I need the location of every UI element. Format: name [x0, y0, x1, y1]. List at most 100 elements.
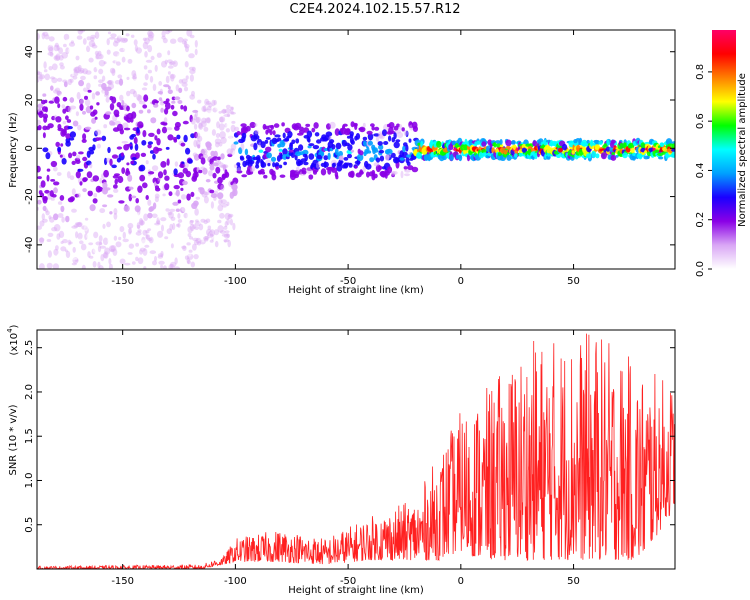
spectrogram-cell	[220, 199, 227, 205]
spectrogram-cell	[90, 36, 95, 42]
spectrogram-cell	[200, 99, 207, 107]
spectrogram-cell	[37, 176, 42, 180]
colorbar-label: Normalized spectral amplitude	[737, 73, 748, 227]
spectrogram-cell	[215, 133, 220, 138]
spectrogram-cell	[88, 57, 94, 63]
spectrogram-cell	[186, 193, 191, 201]
spectrogram-cell	[304, 154, 309, 162]
spectrogram-cell	[101, 75, 106, 82]
spectrogram-cell	[106, 81, 113, 84]
spectrogram-cell	[51, 115, 56, 121]
spectrogram-cell	[82, 87, 90, 92]
snr-scale-prefix: (x10	[9, 333, 20, 356]
spectrogram-cell	[74, 193, 80, 198]
spectrogram-cell	[82, 156, 88, 162]
spectrogram-cell	[223, 114, 230, 117]
snr-x-tick-label: -150	[111, 576, 134, 587]
spectrogram-cell	[230, 148, 236, 156]
spectrogram-cell	[94, 255, 101, 262]
spectrogram-cell	[486, 152, 492, 156]
spectrogram-cell	[258, 170, 262, 174]
spectrogram-cell	[204, 98, 210, 106]
colorbar-tick-label: 0.2	[695, 212, 706, 228]
spectrogram-cell	[84, 227, 89, 234]
spectrogram-cell	[408, 138, 412, 143]
spectrogram-cell	[80, 67, 85, 74]
spectrogram-cell	[334, 171, 339, 178]
spectrogram-cell	[87, 190, 93, 197]
spectrogram-cell	[44, 208, 49, 213]
spectrogram-cell	[97, 261, 101, 269]
spectrogram-y-axis-label: Frequency (Hz)	[8, 112, 19, 188]
spectrogram-cell	[622, 152, 628, 159]
spectrogram-cell	[53, 166, 58, 172]
spectrogram-cell	[610, 139, 616, 144]
spectrogram-cell	[137, 208, 141, 216]
spectrogram-cell	[53, 181, 60, 186]
spectrogram-cell	[244, 148, 249, 156]
spectrogram-cell	[195, 116, 201, 123]
spectrogram-cell	[53, 224, 61, 232]
spectrogram-cell	[170, 74, 175, 82]
snr-y-tick-label: 2.0	[24, 384, 35, 400]
spectrogram-cell	[42, 113, 49, 119]
spectrogram-cell	[209, 231, 215, 239]
spectrogram-cell	[388, 122, 395, 129]
spectrogram-cell	[167, 71, 171, 75]
spectrogram-cell	[44, 34, 50, 40]
spectrogram-cell	[114, 178, 118, 185]
spectrogram-cell	[154, 64, 158, 72]
spectrogram-cell	[153, 214, 158, 221]
spectrogram-cell	[270, 156, 277, 162]
spectrogram-cell	[134, 143, 139, 151]
spectrogram-cell	[60, 205, 65, 213]
spectrogram-cell	[197, 144, 201, 149]
spectrogram-cell	[189, 223, 195, 232]
spectrogram-cell	[98, 68, 104, 75]
spectrogram-cell	[48, 66, 53, 71]
spectrogram-cell	[228, 213, 234, 218]
spectrogram-cell	[209, 239, 214, 243]
spectrogram-cell	[94, 130, 98, 137]
spectrogram-cell	[158, 248, 164, 254]
spectrogram-cell	[371, 125, 375, 131]
spectrogram-cell	[323, 161, 327, 169]
spectrogram-cell	[54, 56, 58, 60]
spectrogram-cell	[118, 236, 122, 241]
spectrogram-cell	[359, 169, 364, 175]
spectrogram-cell	[112, 60, 118, 64]
spectrogram-cell	[98, 59, 106, 67]
spectrogram-cell	[210, 201, 214, 209]
snr-panel: -150 -100 -50 0 50 0.5 1.0 1.5 2.0 2.5 Height of …	[6, 324, 676, 596]
spectrogram-cell	[67, 78, 73, 86]
spectrogram-cell	[155, 220, 161, 224]
spectrogram-y-tick-label: 0	[24, 145, 35, 151]
spectrogram-cell	[224, 108, 231, 114]
spectrogram-cell	[68, 137, 75, 141]
spectrogram-cell	[101, 198, 106, 206]
spectrogram-cell	[200, 120, 207, 128]
spectrogram-cell	[62, 79, 68, 83]
spectrogram-cell	[97, 245, 102, 253]
spectrogram-cell	[147, 143, 152, 149]
spectrogram-cell	[154, 135, 158, 141]
spectrogram-cell	[232, 222, 236, 231]
colorbar-tick-label: 0.0	[695, 261, 706, 277]
spectrogram-cell	[62, 120, 67, 125]
spectrogram-cell	[98, 235, 103, 243]
spectrogram-cell	[46, 262, 53, 269]
spectrogram-cell	[209, 158, 214, 165]
spectrogram-cell	[148, 31, 155, 39]
spectrogram-cell	[192, 224, 197, 230]
spectrogram-cell	[192, 109, 199, 113]
spectrogram-cell	[169, 73, 176, 79]
spectrogram-cell	[314, 132, 320, 137]
spectrogram-cell	[77, 70, 84, 74]
spectrogram-cell	[74, 66, 82, 74]
spectrogram-cell	[47, 232, 54, 237]
spectrogram-cell	[81, 264, 86, 269]
spectrogram-cell	[390, 171, 396, 176]
spectrogram-cell	[113, 235, 118, 241]
spectrogram-cell	[158, 81, 163, 86]
spectrogram-cell	[111, 96, 117, 104]
